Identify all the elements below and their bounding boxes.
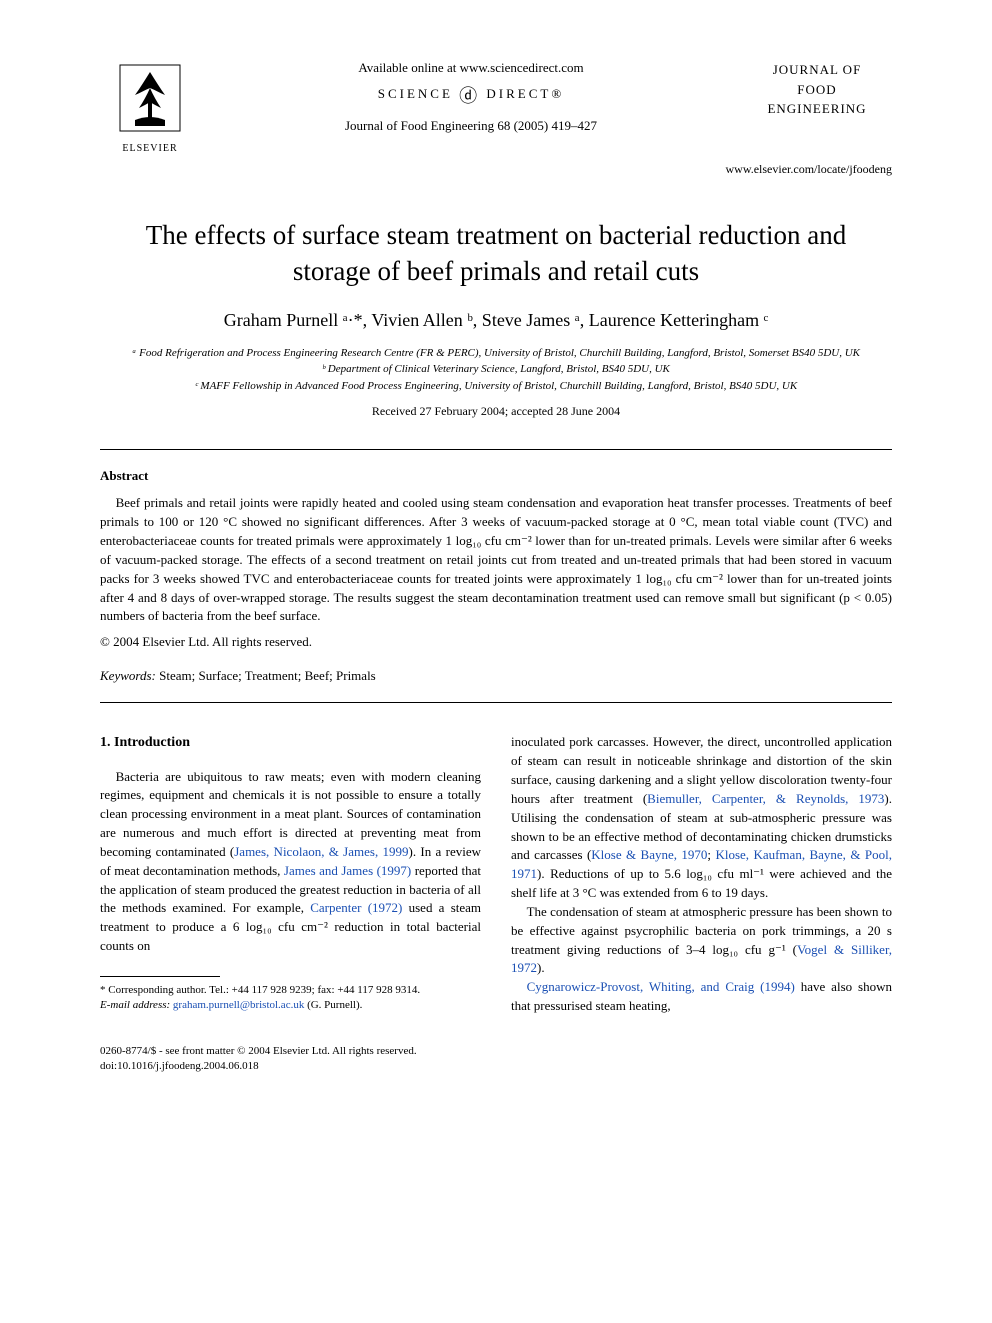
footnote: * Corresponding author. Tel.: +44 117 92… — [100, 983, 481, 1014]
affiliation-b: ᵇ Department of Clinical Veterinary Scie… — [100, 361, 892, 378]
article-title: The effects of surface steam treatment o… — [120, 217, 872, 290]
intro-para-1-right: inoculated pork carcasses. However, the … — [511, 733, 892, 903]
email-who: (G. Purnell). — [304, 999, 362, 1011]
abstract-text: Beef primals and retail joints were rapi… — [100, 494, 892, 626]
ref-klose-1970[interactable]: Klose & Bayne, 1970 — [591, 847, 707, 862]
ref-james-1997[interactable]: James and James (1997) — [284, 863, 411, 878]
keywords-label: Keywords: — [100, 668, 156, 683]
email-address[interactable]: graham.purnell@bristol.ac.uk — [173, 999, 304, 1011]
abstract-heading: Abstract — [100, 468, 892, 484]
column-right: inoculated pork carcasses. However, the … — [511, 733, 892, 1016]
journal-name-1: JOURNAL OF — [742, 60, 892, 80]
affiliations: ᵃ Food Refrigeration and Process Enginee… — [100, 345, 892, 395]
footer: 0260-8774/$ - see front matter © 2004 El… — [100, 1044, 892, 1075]
abstract-body: Beef primals and retail joints were rapi… — [100, 495, 892, 623]
footer-issn: 0260-8774/$ - see front matter © 2004 El… — [100, 1044, 892, 1059]
email-label: E-mail address: — [100, 999, 170, 1011]
intro-para-3: Cygnarowicz-Provost, Whiting, and Craig … — [511, 978, 892, 1016]
footer-doi: doi:10.1016/j.jfoodeng.2004.06.018 — [100, 1059, 892, 1074]
body-columns: 1. Introduction Bacteria are ubiquitous … — [100, 733, 892, 1016]
ref-carpenter-1972[interactable]: Carpenter (1972) — [310, 900, 402, 915]
journal-name-block: JOURNAL OF FOOD ENGINEERING — [742, 60, 892, 119]
affiliation-c: ᶜ MAFF Fellowship in Advanced Food Proce… — [100, 378, 892, 395]
sd-text-2: DIRECT® — [486, 86, 564, 101]
t10: ). — [537, 960, 545, 975]
keywords: Keywords: Steam; Surface; Treatment; Bee… — [100, 668, 892, 684]
t8: ). Reductions of up to 5.6 log₁₀ cfu ml⁻… — [511, 866, 892, 900]
header: ELSEVIER Available online at www.science… — [100, 60, 892, 154]
ref-biemuller-1973[interactable]: Biemuller, Carpenter, & Reynolds, 1973 — [647, 791, 884, 806]
authors: Graham Purnell ᵃ·*, Vivien Allen ᵇ, Stev… — [100, 310, 892, 331]
sd-at-icon: ⓓ — [459, 86, 480, 106]
intro-heading: 1. Introduction — [100, 733, 481, 753]
affiliation-a: ᵃ Food Refrigeration and Process Enginee… — [100, 345, 892, 362]
intro-para-1-left: Bacteria are ubiquitous to raw meats; ev… — [100, 768, 481, 956]
available-online: Available online at www.sciencedirect.co… — [200, 60, 742, 76]
elsevier-tree-logo — [115, 60, 185, 136]
email-line: E-mail address: graham.purnell@bristol.a… — [100, 998, 481, 1013]
journal-name-3: ENGINEERING — [742, 99, 892, 119]
article-dates: Received 27 February 2004; accepted 28 J… — [100, 404, 892, 419]
journal-name-2: FOOD — [742, 80, 892, 100]
corresponding-author: * Corresponding author. Tel.: +44 117 92… — [100, 983, 481, 998]
sciencedirect-logo: SCIENCE ⓓ DIRECT® — [200, 82, 742, 108]
journal-reference: Journal of Food Engineering 68 (2005) 41… — [200, 118, 742, 134]
divider-top — [100, 449, 892, 450]
footnote-separator — [100, 976, 220, 977]
ref-cygnarowicz-1994[interactable]: Cygnarowicz-Provost, Whiting, and Craig … — [527, 979, 795, 994]
keywords-text: Steam; Surface; Treatment; Beef; Primals — [156, 668, 376, 683]
divider-bottom — [100, 702, 892, 703]
page: ELSEVIER Available online at www.science… — [0, 0, 992, 1115]
ref-james-1999[interactable]: James, Nicolaon, & James, 1999 — [234, 844, 408, 859]
copyright: © 2004 Elsevier Ltd. All rights reserved… — [100, 634, 892, 650]
intro-para-2: The condensation of steam at atmospheric… — [511, 903, 892, 978]
column-left: 1. Introduction Bacteria are ubiquitous … — [100, 733, 481, 1016]
sd-text-1: SCIENCE — [378, 86, 453, 101]
publisher-block: ELSEVIER — [100, 60, 200, 154]
publisher-name: ELSEVIER — [100, 143, 200, 154]
center-header: Available online at www.sciencedirect.co… — [200, 60, 742, 134]
locate-url: www.elsevier.com/locate/jfoodeng — [100, 162, 892, 177]
